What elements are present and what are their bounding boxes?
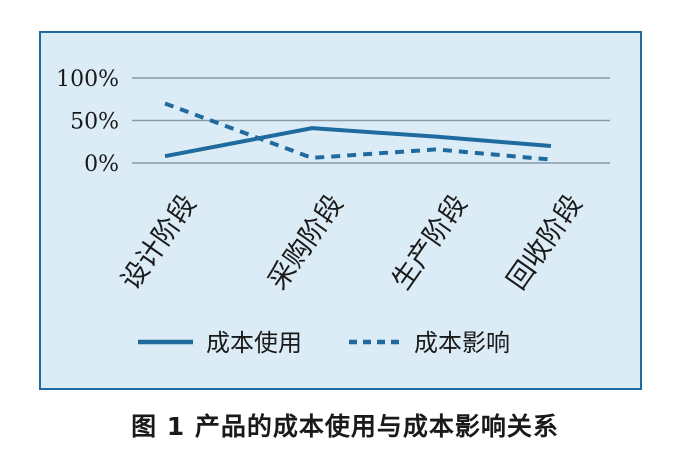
legend-label-1: 成本使用 bbox=[206, 329, 302, 357]
y-tick-label: 0% bbox=[84, 152, 119, 177]
series-line-2 bbox=[164, 101, 552, 162]
y-tick-label: 50% bbox=[70, 110, 119, 135]
legend-label-2: 成本影响 bbox=[414, 329, 510, 357]
chart-panel: 100% 50% 0% 设计阶段 采购阶段 生产阶段 回收阶段成本使用 成本影响 bbox=[39, 31, 642, 390]
y-tick-label: 100% bbox=[56, 67, 119, 92]
x-tick-label: 设计阶段 bbox=[115, 189, 202, 295]
figure-caption: 图 1 产品的成本使用与成本影响关系 bbox=[131, 412, 559, 441]
x-tick-label: 生产阶段 bbox=[386, 189, 473, 295]
x-tick-label: 采购阶段 bbox=[262, 189, 349, 295]
x-tick-label: 回收阶段 bbox=[501, 189, 588, 295]
series-line-1 bbox=[164, 126, 552, 159]
